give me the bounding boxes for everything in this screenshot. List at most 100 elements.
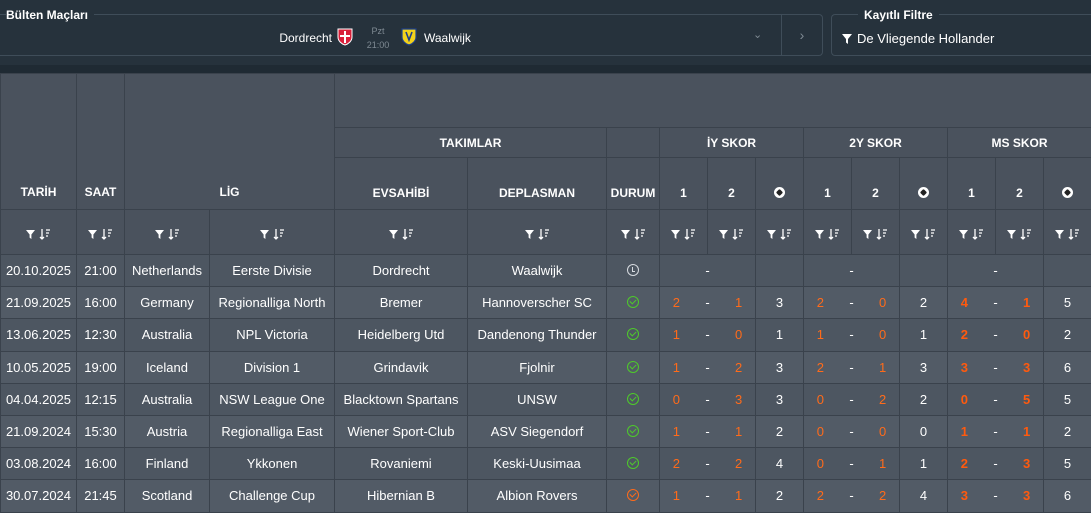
y2-total-text: 1: [920, 456, 927, 471]
iy-home-goals: 1: [673, 488, 680, 503]
score-dash: -: [705, 327, 709, 342]
iy-total-text: 3: [776, 392, 783, 407]
y2-home-goals: 2: [817, 488, 824, 503]
date-cell-text: 13.06.2025: [6, 327, 71, 342]
date-cell-text: 21.09.2025: [6, 295, 71, 310]
league-cell: Division 1: [210, 351, 335, 383]
filter-icon[interactable]: [389, 230, 398, 239]
col-iy-2: 2: [708, 158, 756, 210]
y2-score: 2-2: [804, 480, 900, 512]
y2-total: 4: [900, 480, 948, 512]
filter-icon[interactable]: [88, 230, 97, 239]
filter-icon[interactable]: [1007, 230, 1016, 239]
league-cell-text: Challenge Cup: [229, 488, 315, 503]
filter-icon[interactable]: [863, 230, 872, 239]
chevron-right-icon: ›: [800, 27, 805, 43]
iy-total: 3: [756, 287, 804, 319]
sort-icon[interactable]: [39, 228, 51, 240]
filter-icon[interactable]: [911, 230, 920, 239]
next-match-button[interactable]: ›: [782, 15, 822, 55]
check-circle-icon: [627, 296, 639, 308]
country-cell: Australia: [125, 383, 210, 415]
y2-score: 2-0: [804, 287, 900, 319]
time-cell-text: 12:15: [84, 392, 117, 407]
iy-score: 2-1: [660, 287, 756, 319]
filter-cell-iy-1: [660, 210, 708, 255]
y2-total-text: 4: [920, 488, 927, 503]
filter-cell-league: [210, 210, 335, 255]
col-deplasman: DEPLASMAN: [468, 158, 607, 210]
away-team-cell-text: Waalwijk: [512, 263, 563, 278]
filter-icon[interactable]: [1055, 230, 1064, 239]
col-ms-total: [1044, 158, 1091, 210]
filter-icon[interactable]: [719, 230, 728, 239]
filter-icon[interactable]: [260, 230, 269, 239]
ms-total-text: 6: [1064, 360, 1071, 375]
filter-icon[interactable]: [525, 230, 534, 239]
ms-total: 5: [1044, 448, 1091, 480]
filter-icon[interactable]: [621, 230, 630, 239]
away-team-cell: Dandenong Thunder: [468, 319, 607, 351]
col-takimlar: TAKIMLAR: [335, 128, 607, 158]
home-team-cell: Grindavik: [335, 351, 468, 383]
filter-cell-saat: [77, 210, 125, 255]
sort-icon[interactable]: [1068, 228, 1080, 240]
sort-icon[interactable]: [634, 228, 646, 240]
score-dash: -: [849, 295, 853, 310]
sort-icon[interactable]: [101, 228, 113, 240]
check-circle-icon: [627, 328, 639, 340]
filter-icon[interactable]: [767, 230, 776, 239]
filter-row: [1, 210, 1091, 255]
score-dash: -: [705, 263, 709, 278]
iy-away-goals: 1: [735, 488, 742, 503]
filter-icon[interactable]: [155, 230, 164, 239]
iy-total: 1: [756, 319, 804, 351]
iy-score: 0-3: [660, 383, 756, 415]
away-team-cell-text: Albion Rovers: [497, 488, 578, 503]
iy-total: 3: [756, 351, 804, 383]
y2-score: 0-0: [804, 415, 900, 447]
sort-icon[interactable]: [924, 228, 936, 240]
sort-icon[interactable]: [732, 228, 744, 240]
iy-total-text: 1: [776, 327, 783, 342]
sort-icon[interactable]: [972, 228, 984, 240]
ms-total: 5: [1044, 383, 1091, 415]
ms-away-goals: 1: [1023, 424, 1030, 439]
sort-icon[interactable]: [273, 228, 285, 240]
iy-away-goals: 2: [735, 456, 742, 471]
ms-total-text: 2: [1064, 327, 1071, 342]
filter-icon[interactable]: [959, 230, 968, 239]
y2-total: 2: [900, 287, 948, 319]
iy-away-goals: 0: [735, 327, 742, 342]
col-durum: DURUM: [607, 158, 660, 210]
sort-icon[interactable]: [684, 228, 696, 240]
sort-icon[interactable]: [780, 228, 792, 240]
time-cell: 21:45: [77, 480, 125, 512]
filter-cell-deplasman: [468, 210, 607, 255]
filter-icon[interactable]: [26, 230, 35, 239]
country-cell-text: Netherlands: [132, 263, 202, 278]
country-cell-text: Australia: [142, 327, 193, 342]
filtre-label: Kayıtlı Filtre: [858, 8, 939, 22]
sort-icon[interactable]: [168, 228, 180, 240]
sort-icon[interactable]: [1020, 228, 1032, 240]
filter-icon[interactable]: [815, 230, 824, 239]
sort-icon[interactable]: [402, 228, 414, 240]
ms-total: [1044, 255, 1091, 287]
filter-icon[interactable]: [671, 230, 680, 239]
sort-icon[interactable]: [828, 228, 840, 240]
sort-icon[interactable]: [538, 228, 550, 240]
y2-home-goals: 0: [817, 392, 824, 407]
y2-home-goals: 0: [817, 456, 824, 471]
sort-icon[interactable]: [876, 228, 888, 240]
saved-filter-value[interactable]: De Vliegende Hollander: [842, 31, 994, 46]
chevron-down-icon[interactable]: ⌄: [753, 28, 762, 41]
